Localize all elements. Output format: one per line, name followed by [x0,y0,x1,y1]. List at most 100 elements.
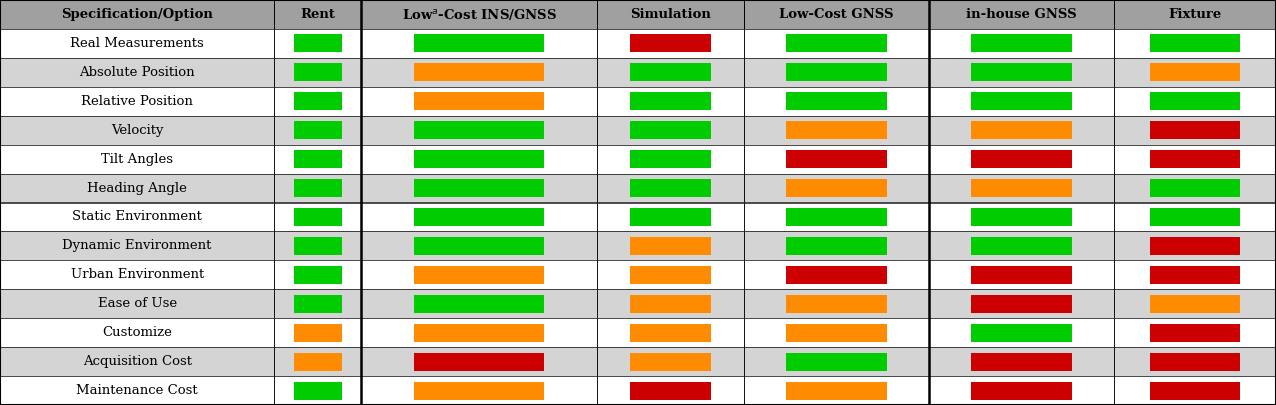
Bar [293,121,342,139]
Bar [744,0,929,29]
Bar [274,58,361,87]
Bar [786,382,887,399]
Bar [1151,63,1239,81]
Bar [1151,382,1239,399]
Bar [415,237,544,255]
Bar [744,318,929,347]
Bar [0,145,274,174]
Bar [361,202,597,231]
Bar [361,87,597,116]
Bar [630,266,711,284]
Bar [293,295,342,313]
Bar [1114,145,1276,174]
Bar [929,29,1114,58]
Text: Heading Angle: Heading Angle [87,181,188,194]
Bar [1114,318,1276,347]
Bar [0,202,274,231]
Bar [929,260,1114,289]
Bar [971,266,1072,284]
Bar [744,260,929,289]
Bar [597,289,744,318]
Bar [744,202,929,231]
Text: Rent: Rent [300,8,336,21]
Text: Fixture: Fixture [1169,8,1221,21]
Bar [971,34,1072,52]
Bar [597,202,744,231]
Bar [293,353,342,371]
Text: Relative Position: Relative Position [82,95,193,108]
Bar [971,382,1072,399]
Bar [971,63,1072,81]
Bar [0,260,1276,289]
Bar [0,289,1276,318]
Bar [1114,174,1276,202]
Bar [0,231,1276,260]
Bar [1151,295,1239,313]
Text: Maintenance Cost: Maintenance Cost [77,384,198,397]
Bar [274,231,361,260]
Bar [415,179,544,197]
Bar [0,87,274,116]
Bar [630,324,711,342]
Text: Dynamic Environment: Dynamic Environment [63,239,212,252]
Bar [361,347,597,376]
Bar [415,121,544,139]
Bar [597,174,744,202]
Bar [971,237,1072,255]
Bar [361,231,597,260]
Bar [597,58,744,87]
Text: Real Measurements: Real Measurements [70,37,204,50]
Bar [630,353,711,371]
Bar [274,174,361,202]
Bar [1151,237,1239,255]
Bar [597,87,744,116]
Bar [0,347,1276,376]
Bar [630,208,711,226]
Bar [274,347,361,376]
Text: Acquisition Cost: Acquisition Cost [83,355,191,368]
Bar [1151,121,1239,139]
Bar [971,92,1072,110]
Bar [786,295,887,313]
Bar [597,145,744,174]
Bar [0,376,1276,405]
Text: Tilt Angles: Tilt Angles [101,153,174,166]
Bar [415,208,544,226]
Bar [293,324,342,342]
Bar [293,266,342,284]
Bar [274,0,361,29]
Bar [415,324,544,342]
Bar [929,231,1114,260]
Bar [293,179,342,197]
Bar [361,0,597,29]
Bar [597,231,744,260]
Bar [415,150,544,168]
Bar [1114,260,1276,289]
Bar [744,116,929,145]
Bar [361,318,597,347]
Bar [1151,208,1239,226]
Bar [786,121,887,139]
Bar [971,208,1072,226]
Bar [274,289,361,318]
Bar [0,289,274,318]
Bar [929,202,1114,231]
Bar [0,58,274,87]
Bar [929,116,1114,145]
Bar [630,382,711,399]
Bar [630,150,711,168]
Bar [415,63,544,81]
Bar [597,0,744,29]
Bar [293,34,342,52]
Bar [786,324,887,342]
Bar [0,260,274,289]
Bar [1114,376,1276,405]
Bar [1151,179,1239,197]
Bar [786,179,887,197]
Bar [293,150,342,168]
Bar [293,382,342,399]
Bar [929,318,1114,347]
Bar [786,34,887,52]
Bar [971,324,1072,342]
Bar [929,347,1114,376]
